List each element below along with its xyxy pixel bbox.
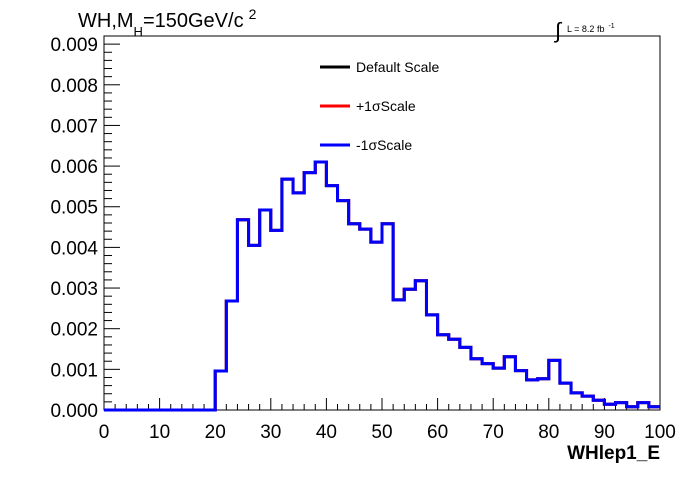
x-tick-label: 30 <box>260 422 281 443</box>
legend: Default Scale +1σScale -1σScale <box>320 59 439 153</box>
y-tick-label: 0.006 <box>50 157 98 178</box>
y-tick-label: 0.003 <box>50 279 98 300</box>
x-tick-label: 40 <box>316 422 337 443</box>
x-tick-label: 80 <box>538 422 559 443</box>
lumi-text: L = 8.2 fb <box>567 24 604 34</box>
x-tick-label: 10 <box>149 422 170 443</box>
y-tick-label: 0.008 <box>50 76 98 97</box>
axes-layer: 0 10 20 30 40 50 60 70 80 90 100 0.000 0.001 0.002 0.0… <box>50 35 675 443</box>
header-title-sup: 2 <box>249 6 257 22</box>
x-tick-label: 60 <box>427 422 448 443</box>
series-plus1sigma-scale <box>104 160 660 412</box>
lumi-integral-symbol: ∫ <box>553 18 563 43</box>
series-default-scale <box>104 160 660 412</box>
series-minus1sigma-scale <box>104 160 660 412</box>
y-tick-label: 0.005 <box>50 198 98 219</box>
series-layer <box>104 160 660 412</box>
header-title-main: WH,M <box>78 10 134 32</box>
lumi-sup: -1 <box>608 23 614 30</box>
x-tick-label: 50 <box>371 422 392 443</box>
x-tick-label: 70 <box>483 422 504 443</box>
y-tick-label: 0.004 <box>50 238 98 259</box>
legend-label: +1σScale <box>356 98 416 114</box>
header-title-value: =150GeV/c <box>143 10 244 32</box>
lumi-label: L = 8.2 fb -1 <box>567 23 615 34</box>
y-tick-label: 0.007 <box>50 116 98 137</box>
y-tick-label: 0.001 <box>50 360 98 381</box>
x-tick-label: 90 <box>594 422 615 443</box>
y-tick-label: 0.000 <box>50 401 98 422</box>
x-tick-label: 0 <box>99 422 110 443</box>
x-tick-label: 100 <box>644 422 676 443</box>
y-tick-label: 0.002 <box>50 320 98 341</box>
x-axis-label: WHlep1_E <box>567 443 660 464</box>
header-title-sub: H <box>134 24 143 39</box>
legend-label: Default Scale <box>356 59 439 75</box>
header-title: WH,MH=150GeV/c 2 <box>78 6 257 39</box>
y-tick-label: 0.009 <box>50 35 98 56</box>
legend-label: -1σScale <box>356 137 412 153</box>
x-tick-label: 20 <box>205 422 226 443</box>
